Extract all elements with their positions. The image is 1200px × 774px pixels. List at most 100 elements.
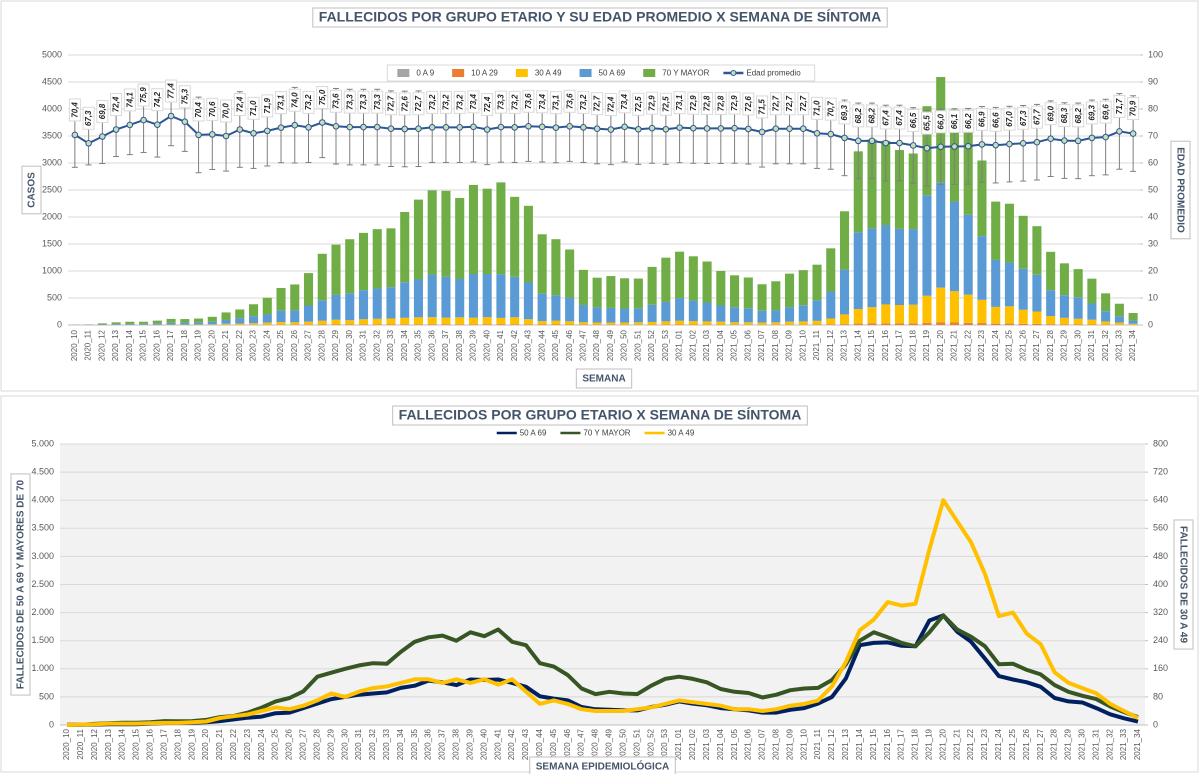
bar bbox=[194, 318, 204, 323]
value-label-group: 74,1 bbox=[123, 88, 136, 112]
bar bbox=[1059, 317, 1069, 325]
y-tick-label: 500 bbox=[39, 691, 54, 701]
value-label: 73,2 bbox=[442, 94, 451, 110]
y-tick-label: 2500 bbox=[42, 184, 62, 194]
x-tick-label: 2021_01 bbox=[674, 728, 683, 760]
value-label-box bbox=[563, 89, 576, 113]
bar bbox=[743, 277, 753, 309]
value-label: 72,7 bbox=[785, 95, 794, 111]
value-label: 70,7 bbox=[826, 101, 835, 117]
value-label: 72,7 bbox=[593, 95, 602, 111]
y-tick-label: 2.500 bbox=[31, 579, 54, 589]
bar bbox=[592, 322, 602, 325]
x-tick-label: 2020_47 bbox=[578, 329, 587, 361]
value-label-box bbox=[604, 93, 617, 117]
bar bbox=[894, 305, 905, 324]
x-tick-label: 2020_33 bbox=[382, 728, 391, 760]
x-tick-label: 2021_05 bbox=[730, 329, 739, 361]
bar bbox=[798, 305, 808, 322]
value-label-group: 72,6 bbox=[742, 92, 755, 116]
value-label-box bbox=[879, 106, 892, 130]
x-tick-label: 2021_13 bbox=[841, 728, 850, 760]
x-tick-label: 2021_10 bbox=[799, 728, 808, 760]
value-label-group: 73,2 bbox=[426, 90, 439, 114]
bar bbox=[345, 320, 355, 325]
bar bbox=[537, 234, 547, 294]
bar bbox=[1059, 324, 1069, 325]
x-tick-label: 2021_06 bbox=[743, 329, 752, 361]
legend-label: Edad promedio bbox=[746, 69, 801, 78]
x-tick-label: 2021_14 bbox=[853, 329, 862, 361]
x-tick-label: 2020_37 bbox=[441, 329, 450, 361]
value-label: 72,7 bbox=[414, 95, 423, 111]
y-axis-title: FALLECIDOS DE 50 A 69 Y MAYORES DE 70 bbox=[16, 479, 27, 689]
y2-tick-label: 70 bbox=[1148, 130, 1158, 140]
x-tick-label: 2021_04 bbox=[716, 728, 725, 760]
value-label-group: 72,8 bbox=[701, 91, 714, 115]
line-marker bbox=[181, 118, 189, 125]
line-marker bbox=[786, 125, 793, 133]
bar bbox=[922, 295, 932, 323]
value-label-box bbox=[783, 92, 796, 116]
x-tick-label: 2020_35 bbox=[410, 728, 419, 760]
value-label-group: 68,2 bbox=[852, 104, 865, 128]
value-label-box bbox=[110, 93, 123, 117]
bar bbox=[743, 322, 753, 325]
bar bbox=[441, 324, 451, 325]
bar bbox=[853, 151, 863, 233]
line-marker bbox=[415, 125, 422, 133]
value-label-box bbox=[1030, 105, 1043, 129]
value-label-box bbox=[68, 98, 81, 122]
bar bbox=[1073, 297, 1083, 319]
bar bbox=[441, 276, 451, 318]
value-label-box bbox=[494, 90, 507, 114]
bar bbox=[510, 276, 520, 318]
bar bbox=[400, 317, 410, 325]
x-tick-label: 2020_40 bbox=[479, 728, 488, 760]
legend-label: 70 Y MAYOR bbox=[583, 429, 630, 438]
value-label-group: 73,2 bbox=[453, 90, 466, 114]
value-label-group: 71,7 bbox=[1113, 94, 1126, 118]
value-label: 69,8 bbox=[98, 103, 107, 119]
bar bbox=[551, 320, 561, 325]
x-tick-label: 2021_19 bbox=[922, 329, 931, 361]
x-tick-label: 2021_26 bbox=[1018, 329, 1027, 361]
value-label-group: 73,3 bbox=[343, 90, 356, 114]
line-marker bbox=[483, 126, 491, 133]
value-label: 67,4 bbox=[881, 110, 890, 126]
bar bbox=[949, 322, 959, 325]
value-label-box bbox=[522, 89, 535, 113]
x-tick-label: 2020_31 bbox=[354, 728, 363, 760]
y2-tick-label: 720 bbox=[1153, 466, 1168, 476]
bar bbox=[441, 190, 451, 277]
x-tick-label: 2020_10 bbox=[62, 728, 71, 760]
bar bbox=[785, 307, 795, 322]
bar bbox=[1004, 203, 1014, 263]
value-label-box bbox=[962, 109, 975, 133]
bar bbox=[249, 316, 259, 324]
x-tick-label: 2021_26 bbox=[1022, 728, 1031, 760]
x-tick-label: 2020_30 bbox=[340, 728, 349, 760]
bar bbox=[894, 228, 905, 306]
value-label: 70,0 bbox=[222, 103, 231, 119]
x-axis-title-group: SEMANA bbox=[575, 368, 633, 389]
bar bbox=[276, 322, 286, 325]
x-tick-label: 2020_46 bbox=[565, 329, 574, 361]
x-tick-label: 2021_16 bbox=[883, 728, 892, 760]
value-label: 73,1 bbox=[552, 94, 561, 110]
x-tick-label: 2021_18 bbox=[911, 728, 920, 760]
value-label-group: 72,7 bbox=[384, 92, 397, 116]
x-tick-label: 2021_16 bbox=[881, 329, 890, 361]
x-tick-label: 2020_22 bbox=[229, 728, 238, 760]
value-label: 72,8 bbox=[716, 95, 725, 111]
x-tick-label: 2020_23 bbox=[249, 329, 258, 361]
y2-tick-label: 320 bbox=[1153, 607, 1168, 617]
x-tick-label: 2021_28 bbox=[1046, 329, 1055, 361]
bar bbox=[221, 319, 231, 324]
bar bbox=[812, 264, 822, 301]
value-label-group: 72,4 bbox=[110, 93, 123, 117]
value-label: 73,1 bbox=[277, 94, 286, 110]
value-label-box bbox=[316, 86, 329, 109]
y2-tick-label: 0 bbox=[1148, 319, 1153, 329]
bar bbox=[427, 274, 437, 318]
